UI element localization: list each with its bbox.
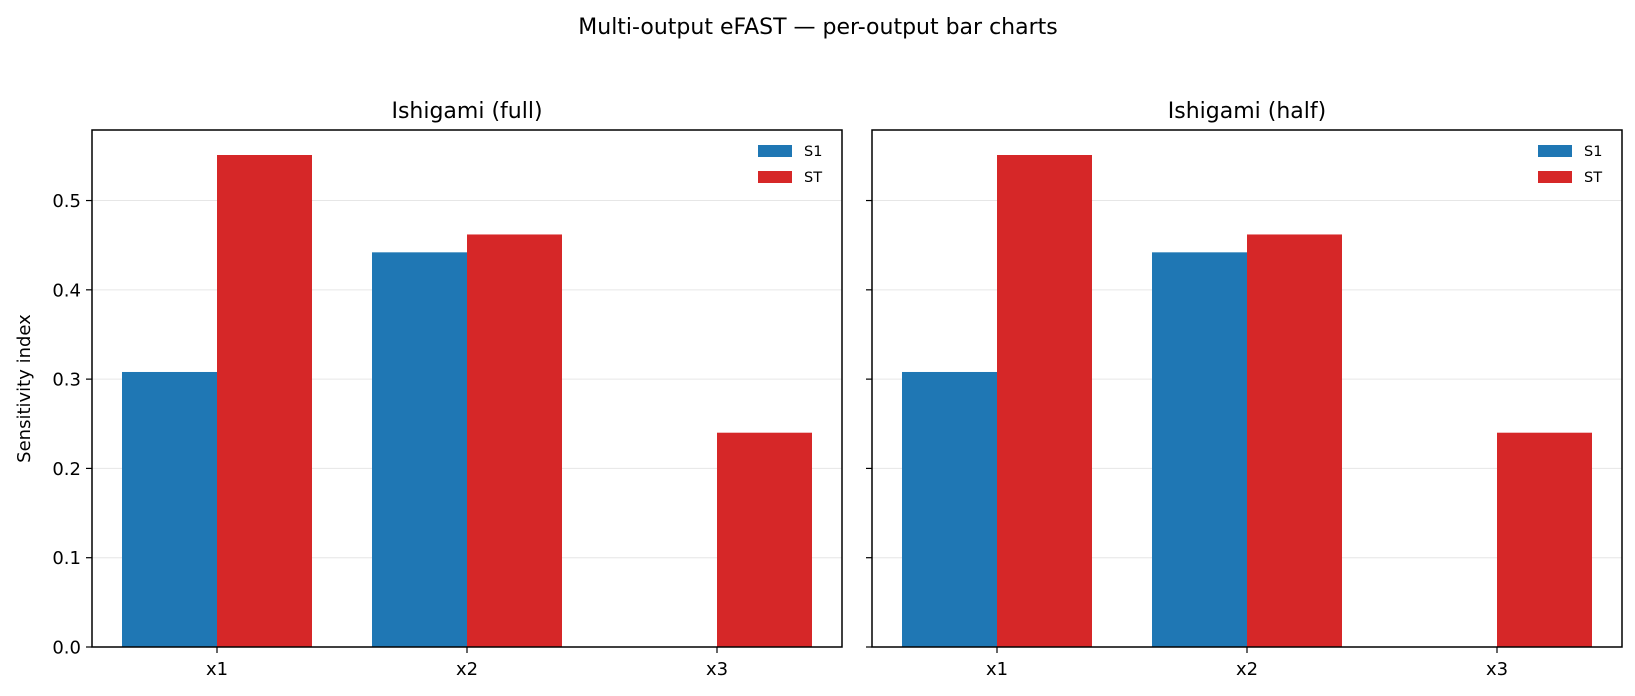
chart-panel-1: 0.0 0.1 0.2 0.3 0.4 0.5 x1 x2 x3 Ishigami (full) S…: [14, 99, 843, 680]
bar-st-x2: [467, 234, 562, 647]
chart-panel-2: x1 x2 x3 Ishigami (half) S1 ST: [866, 99, 1623, 680]
x-tick-label-x3: x3: [1486, 659, 1508, 680]
figure-title: Multi-output eFAST — per-output bar char…: [578, 15, 1057, 40]
bar-st-x2: [1247, 234, 1342, 647]
legend-label-st: ST: [804, 170, 822, 186]
bar-st-x1: [217, 155, 312, 648]
bar-s1-x1: [902, 371, 997, 647]
legend: S1 ST: [1538, 144, 1602, 186]
x-tick-label-x2: x2: [1236, 659, 1258, 680]
x-tick-label-x1: x1: [206, 659, 228, 680]
bar-s1-x2: [372, 252, 467, 647]
legend-swatch-s1: [1538, 145, 1572, 157]
chart-title: Ishigami (half): [1168, 99, 1326, 124]
y-tick-label: 0.0: [52, 638, 81, 659]
y-tick-label: 0.3: [52, 370, 81, 391]
bar-st-x3: [1497, 432, 1592, 647]
legend-swatch-st: [1538, 171, 1572, 183]
y-tick-label: 0.4: [52, 280, 81, 301]
x-tick-label-x1: x1: [986, 659, 1008, 680]
y-tick-label: 0.5: [52, 191, 81, 212]
y-tick-label: 0.1: [52, 548, 81, 569]
legend-label-st: ST: [1584, 170, 1602, 186]
legend-swatch-st: [758, 171, 792, 183]
legend-label-s1: S1: [1584, 144, 1602, 160]
bar-s1-x2: [1152, 252, 1247, 647]
x-tick-label-x3: x3: [706, 659, 728, 680]
legend-swatch-s1: [758, 145, 792, 157]
y-tick-label: 0.2: [52, 459, 81, 480]
legend-label-s1: S1: [804, 144, 822, 160]
bar-s1-x1: [122, 371, 217, 647]
bar-st-x3: [717, 432, 812, 647]
legend: S1 ST: [758, 144, 822, 186]
bar-st-x1: [997, 155, 1092, 648]
chart-title: Ishigami (full): [391, 99, 542, 124]
x-tick-label-x2: x2: [456, 659, 478, 680]
y-axis-label: Sensitivity index: [14, 314, 35, 463]
